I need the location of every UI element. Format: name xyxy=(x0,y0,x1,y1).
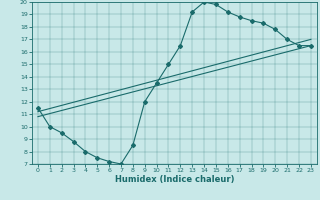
X-axis label: Humidex (Indice chaleur): Humidex (Indice chaleur) xyxy=(115,175,234,184)
